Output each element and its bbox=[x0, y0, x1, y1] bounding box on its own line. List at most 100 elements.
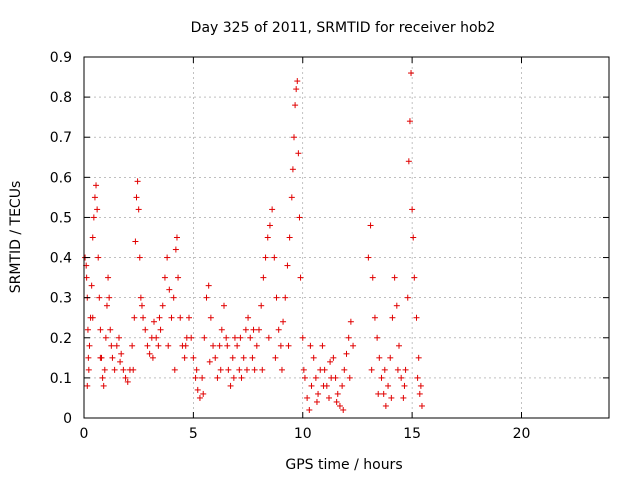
data-point bbox=[89, 314, 96, 321]
data-point bbox=[295, 150, 302, 157]
data-point bbox=[166, 286, 173, 293]
data-point bbox=[394, 366, 401, 373]
data-point bbox=[312, 374, 319, 381]
data-point bbox=[242, 326, 249, 333]
data-point bbox=[236, 366, 243, 373]
data-point bbox=[376, 354, 383, 361]
data-point bbox=[286, 234, 293, 241]
data-point bbox=[405, 158, 412, 165]
data-point bbox=[313, 398, 320, 405]
data-point bbox=[103, 302, 110, 309]
data-point bbox=[122, 374, 129, 381]
data-point bbox=[227, 382, 234, 389]
data-point bbox=[341, 366, 348, 373]
data-point bbox=[207, 314, 214, 321]
data-point bbox=[280, 318, 287, 325]
data-point bbox=[165, 342, 172, 349]
data-point bbox=[181, 354, 188, 361]
data-point bbox=[221, 302, 227, 309]
y-tick-label: 0.8 bbox=[50, 90, 72, 106]
data-point bbox=[234, 342, 241, 349]
data-point bbox=[319, 342, 326, 349]
data-point bbox=[138, 302, 145, 309]
data-point bbox=[410, 234, 417, 241]
data-point bbox=[369, 274, 376, 281]
data-point bbox=[284, 262, 291, 269]
data-point bbox=[85, 366, 92, 373]
data-point bbox=[388, 394, 395, 401]
data-point bbox=[288, 194, 295, 201]
data-point bbox=[375, 390, 382, 397]
data-point bbox=[137, 294, 144, 301]
data-point bbox=[417, 382, 424, 389]
data-point bbox=[170, 294, 177, 301]
data-point bbox=[296, 214, 303, 221]
data-point bbox=[97, 354, 104, 361]
data-point bbox=[278, 366, 285, 373]
data-point bbox=[272, 354, 279, 361]
data-point bbox=[85, 354, 92, 361]
data-point bbox=[368, 366, 375, 373]
data-point bbox=[266, 222, 273, 229]
data-point bbox=[132, 238, 139, 245]
data-point bbox=[396, 342, 402, 349]
data-point bbox=[382, 402, 389, 409]
data-point bbox=[320, 382, 327, 389]
data-point bbox=[117, 358, 124, 365]
data-point bbox=[326, 394, 332, 401]
data-point bbox=[196, 394, 203, 401]
data-point bbox=[124, 378, 131, 385]
data-point bbox=[308, 382, 315, 389]
x-tick-label: 10 bbox=[294, 426, 312, 442]
data-point bbox=[113, 342, 120, 349]
data-point bbox=[97, 326, 104, 333]
data-point bbox=[269, 206, 276, 213]
data-point bbox=[101, 366, 108, 373]
data-point bbox=[129, 342, 136, 349]
data-point bbox=[130, 366, 137, 373]
data-point bbox=[99, 374, 106, 381]
data-point bbox=[414, 374, 421, 381]
data-point bbox=[155, 342, 162, 349]
data-point bbox=[339, 382, 346, 389]
data-point bbox=[88, 282, 95, 289]
data-point bbox=[300, 366, 307, 373]
data-point bbox=[307, 342, 314, 349]
data-point bbox=[406, 118, 413, 125]
data-point bbox=[334, 390, 341, 397]
data-point bbox=[231, 334, 238, 341]
x-tick-label: 5 bbox=[189, 426, 198, 442]
data-point bbox=[416, 390, 423, 397]
data-point bbox=[346, 374, 353, 381]
data-points bbox=[82, 70, 425, 413]
data-point bbox=[249, 354, 256, 361]
data-point bbox=[159, 302, 166, 309]
y-tick-label: 0.1 bbox=[50, 371, 72, 387]
data-point bbox=[107, 326, 114, 333]
data-point bbox=[90, 214, 97, 221]
data-point bbox=[293, 86, 300, 93]
data-point bbox=[182, 342, 189, 349]
data-point bbox=[109, 354, 116, 361]
data-point bbox=[256, 326, 262, 333]
y-axis: 0 0.1 0.2 0.3 0.4 0.5 0.6 0.7 0.8 0.9 bbox=[50, 50, 609, 427]
data-point bbox=[243, 366, 250, 373]
data-point bbox=[291, 134, 297, 141]
data-point bbox=[172, 246, 179, 253]
data-point bbox=[223, 334, 230, 341]
data-point bbox=[398, 374, 405, 381]
data-point bbox=[199, 374, 206, 381]
data-point bbox=[282, 294, 289, 301]
data-point bbox=[310, 354, 317, 361]
data-point bbox=[188, 334, 195, 341]
data-point bbox=[224, 342, 231, 349]
data-point bbox=[218, 326, 225, 333]
data-point bbox=[418, 402, 425, 409]
y-tick-label: 0.6 bbox=[50, 170, 72, 186]
data-point bbox=[330, 354, 337, 361]
data-point bbox=[294, 78, 301, 85]
data-point bbox=[105, 274, 112, 281]
data-point bbox=[247, 334, 254, 341]
data-point bbox=[225, 366, 232, 373]
